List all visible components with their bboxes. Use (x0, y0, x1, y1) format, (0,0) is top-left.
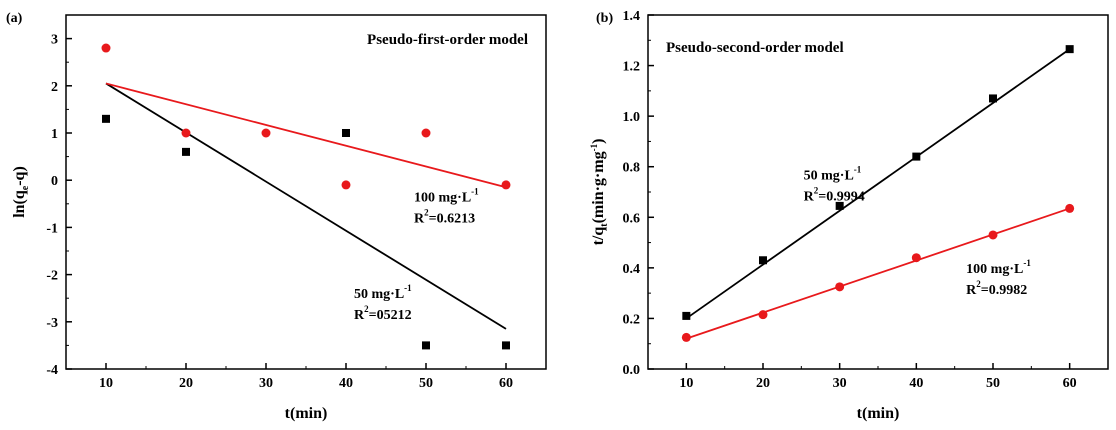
x-tick-label: 60 (499, 376, 513, 391)
data-point-s100 (261, 128, 271, 138)
chart-title-a: Pseudo-first-order model (367, 32, 528, 48)
x-tick-label: 40 (909, 376, 923, 391)
y-axis-label-a: ln(qe-q) (11, 166, 31, 218)
annotation-concentration-a50: 50 mg·L-1 (804, 164, 862, 183)
annotations-b: 50 mg·L-1 R2=0.9994 100 mg·L-1 R2=0.9982 (804, 164, 1032, 298)
annotation-r2-a100: R2=0.6213 (414, 207, 475, 226)
data-point-s50 (759, 256, 767, 265)
annotation-r2-a50: R2=0.9994 (804, 185, 865, 204)
annotation-r2-a50: R2=05212 (354, 304, 412, 323)
y-axis-b: 0.0 0.2 0.4 0.6 0.8 1.0 1.2 1.4 (623, 9, 654, 378)
panel-b-label: (b) (596, 11, 613, 26)
y-tick-label: 0 (51, 174, 58, 189)
data-point-s100 (758, 310, 768, 320)
annotation-r2-a100: R2=0.9982 (966, 279, 1027, 298)
fit-line-s50 (685, 48, 1071, 320)
y-tick-label: 3 (51, 33, 58, 48)
y-tick-label: -2 (46, 269, 58, 284)
y-tick-label: 1.2 (623, 60, 641, 75)
x-tick-label: 20 (179, 376, 193, 391)
x-tick-label: 40 (339, 376, 353, 391)
chart-title-b: Pseudo-second-order model (666, 40, 844, 56)
data-point-s100 (181, 128, 191, 138)
y-tick-label: 2 (51, 80, 58, 95)
data-point-s50 (989, 94, 997, 103)
data-point-s50 (422, 341, 430, 350)
fit-lines-a (105, 82, 507, 330)
y-axis-label-b: t/qt(min·g·mg-1) (589, 139, 610, 246)
x-axis-b: 10 20 30 40 50 60 (679, 363, 1077, 391)
x-axis-a: 10 20 30 40 50 60 (99, 363, 513, 391)
panel-b-pseudo-second-order: (b) Pseudo-second-order model 10 20 30 40 50… (589, 9, 1109, 422)
x-tick-label: 30 (833, 376, 847, 391)
x-axis-label-b: t(min) (857, 405, 900, 422)
fit-line-s50 (105, 82, 507, 330)
fit-lines-b (685, 48, 1071, 340)
y-tick-label: 0.8 (623, 161, 641, 176)
annotation-concentration-a50: 50 mg·L-1 (354, 283, 412, 302)
annotation-concentration-a100: 100 mg·L-1 (414, 186, 479, 205)
annotations-a: 100 mg·L-1 R2=0.6213 50 mg·L-1 R2=05212 (354, 186, 479, 323)
data-point-s50 (502, 341, 510, 350)
panel-a-label: (a) (6, 11, 23, 26)
x-tick-label: 20 (756, 376, 770, 391)
data-point-s100 (835, 282, 845, 292)
y-tick-label: -4 (46, 363, 58, 378)
y-tick-label: 0.4 (623, 262, 641, 277)
data-point-s100 (681, 332, 691, 342)
data-point-s100 (911, 253, 921, 263)
data-point-s50 (682, 311, 691, 320)
y-axis-a: -4 -3 -2 -1 0 1 2 3 (46, 33, 72, 378)
y-tick-label: -3 (46, 316, 58, 331)
x-tick-label: 50 (986, 376, 1000, 391)
y-tick-label: 1.0 (623, 110, 641, 125)
y-tick-label: 0.0 (623, 363, 641, 378)
data-point-s100 (1065, 203, 1075, 213)
annotation-concentration-a100: 100 mg·L-1 (966, 258, 1031, 277)
plot-frame-b (647, 14, 1109, 370)
data-point-s100 (341, 180, 351, 190)
x-tick-label: 50 (419, 376, 433, 391)
fit-line-s100 (686, 207, 1070, 340)
y-tick-label: 1 (51, 127, 58, 142)
x-tick-label: 60 (1063, 376, 1077, 391)
data-points-b (681, 45, 1075, 342)
data-point-s100 (421, 128, 431, 138)
x-tick-label: 30 (259, 376, 273, 391)
data-point-s100 (101, 43, 111, 53)
x-tick-label: 10 (679, 376, 693, 391)
data-point-s100 (501, 180, 511, 190)
data-point-s50 (102, 114, 110, 123)
y-tick-label: -1 (46, 221, 58, 236)
x-tick-label: 10 (99, 376, 113, 391)
data-point-s50 (182, 147, 190, 156)
data-point-s50 (912, 152, 921, 161)
data-points-a (101, 43, 511, 350)
fit-line-s100 (105, 82, 507, 189)
panel-a-pseudo-first-order: (a) Pseudo-first-order model 10 20 30 40 50 6… (6, 11, 547, 422)
data-point-s100 (988, 230, 998, 240)
data-point-s50 (342, 129, 350, 137)
y-tick-label: 0.6 (623, 211, 641, 226)
y-tick-label: 1.4 (623, 9, 641, 24)
data-point-s50 (1065, 45, 1074, 54)
y-tick-label: 0.2 (623, 312, 641, 327)
x-axis-label-a: t(min) (285, 405, 328, 422)
data-point-s50 (835, 201, 844, 210)
